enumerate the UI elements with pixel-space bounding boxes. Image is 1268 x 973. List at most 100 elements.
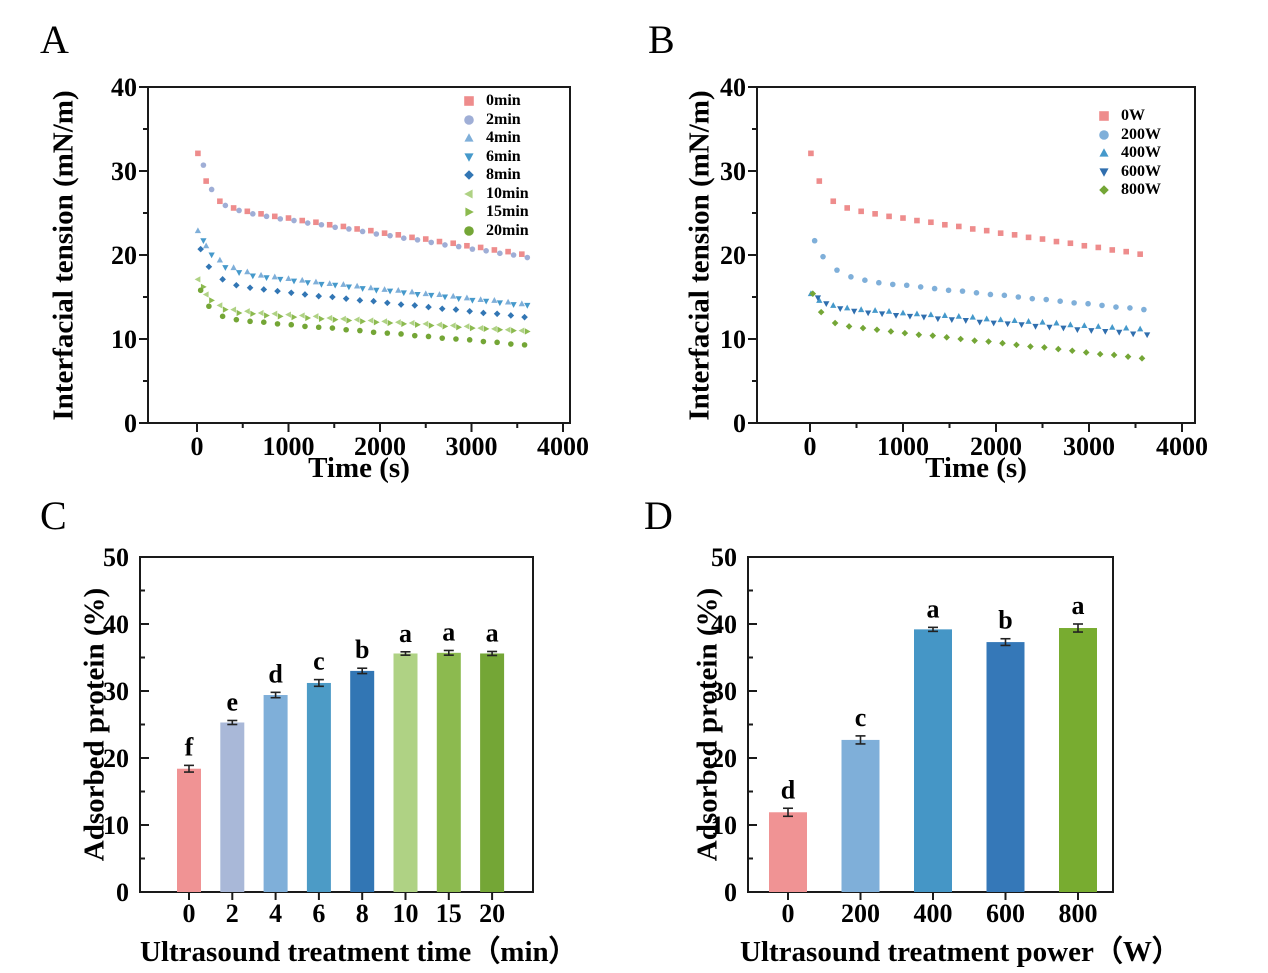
legend-item-800W: 800W	[1097, 181, 1161, 200]
significance-letter: a	[399, 619, 412, 648]
legend-item-400W: 400W	[1097, 144, 1161, 163]
y-tick-label: 20	[103, 744, 129, 773]
legend-label: 6min	[486, 147, 521, 165]
circle-icon	[464, 114, 474, 125]
panel-c-y-axis-title: Adsorbed protein (%)	[78, 587, 111, 862]
x-tick-label: 3000	[1063, 432, 1115, 461]
legend-label: 15min	[486, 203, 529, 220]
bar-10	[393, 653, 418, 892]
y-tick-label: 0	[116, 878, 129, 907]
panel-b-x-axis-title: Time (s)	[925, 452, 1027, 484]
legend-label: 400W	[1121, 144, 1161, 161]
legend-label: 8min	[486, 166, 521, 183]
circle-icon	[1099, 129, 1109, 140]
bar-2	[220, 722, 245, 892]
panel-label-b: B	[648, 17, 675, 62]
y-tick-label: 40	[111, 73, 137, 102]
triangle-up-icon	[1099, 148, 1109, 157]
legend-item-0min: 0min	[462, 92, 529, 111]
x-tick-label: 15	[436, 899, 462, 928]
x-tick-label: 0	[183, 899, 196, 928]
panel-a-plot: 0 10 20 30 40 0 1000 2000 3000 4000	[111, 73, 589, 461]
legend-item-200W: 200W	[1097, 126, 1161, 145]
x-tick-label: 1000	[877, 432, 929, 461]
diamond-icon	[1099, 185, 1109, 196]
x-tick-label: 10	[393, 899, 419, 928]
legend-label: 4min	[486, 129, 521, 146]
y-tick-label: 50	[711, 543, 737, 572]
bar-800	[1059, 628, 1097, 892]
series-10min	[194, 276, 525, 334]
series-400W	[807, 290, 1144, 332]
y-tick-label: 30	[711, 677, 737, 706]
series-2min	[200, 162, 531, 261]
bar-0	[177, 768, 201, 892]
y-tick-label: 20	[711, 744, 737, 773]
panel-d-y-axis-title: Adsorbed protein (%)	[691, 587, 724, 862]
triangle-down-icon	[464, 153, 474, 162]
y-tick-label: 10	[720, 325, 746, 354]
significance-letter: a	[927, 594, 940, 623]
bar-6	[306, 682, 331, 892]
x-tick-label: 0	[191, 432, 204, 461]
series-0min	[195, 150, 525, 257]
x-tick-label: 2000	[354, 432, 406, 461]
x-tick-label: 3000	[446, 432, 498, 461]
series-6min	[200, 238, 531, 309]
legend-item-600W: 600W	[1097, 163, 1161, 182]
legend-label: 2min	[486, 110, 521, 128]
series-0W	[808, 150, 1143, 257]
significance-letter: b	[998, 606, 1012, 635]
y-tick-label: 30	[111, 157, 137, 186]
significance-letter: b	[355, 635, 369, 664]
x-tick-label: 0	[804, 432, 817, 461]
y-tick-label: 0	[724, 878, 737, 907]
y-tick-label: 20	[111, 241, 137, 270]
legend-label: 600W	[1121, 162, 1161, 180]
bar-0	[769, 812, 807, 892]
bar-600	[986, 642, 1025, 892]
legend-label: 10min	[486, 184, 529, 202]
bar-15	[436, 652, 461, 892]
series-4min	[194, 227, 525, 307]
bar-20	[480, 653, 505, 892]
panel-label-a: A	[40, 17, 69, 62]
legend-label: 200W	[1121, 125, 1161, 143]
panel-c-plot: 0 10 20 30 40 50 0 f 2 e 4 d 6 c 8 b 10 a 15 a 20 a	[103, 543, 534, 928]
y-tick-label: 40	[103, 610, 129, 639]
x-tick-label: 2000	[970, 432, 1022, 461]
significance-letter: f	[185, 732, 194, 761]
panel-d-x-axis-title: Ultrasound treatment power（W）	[740, 936, 1181, 968]
panel-label-c: C	[40, 493, 67, 538]
y-tick-label: 10	[111, 325, 137, 354]
y-tick-label: 40	[720, 73, 746, 102]
panel-a-y-axis-title: Interfacial tension (mN/m)	[47, 90, 80, 421]
y-tick-label: 30	[103, 677, 129, 706]
triangle-down-icon	[1099, 168, 1109, 177]
series-200W	[811, 237, 1147, 313]
series-800W	[809, 290, 1146, 362]
y-tick-label: 40	[711, 610, 737, 639]
y-tick-label: 10	[103, 811, 129, 840]
series-600W	[814, 295, 1151, 339]
significance-letter: a	[486, 618, 499, 647]
legend-item-10min: 10min	[462, 185, 529, 204]
x-tick-label: 2	[226, 899, 239, 928]
bar-8	[350, 670, 375, 892]
significance-letter: d	[781, 775, 796, 804]
legend-label: 20min	[486, 221, 529, 239]
panel-d-plot: 0 10 20 30 40 50 0 d 200 c 400 a 600 b 800 a	[711, 543, 1114, 928]
square-icon	[464, 96, 474, 107]
series-8min	[197, 245, 528, 321]
legend-item-6min: 6min	[462, 148, 529, 167]
legend-label: 0min	[486, 92, 521, 109]
x-tick-label: 400	[914, 899, 953, 928]
bar-400	[914, 629, 952, 892]
bar-200	[841, 739, 880, 892]
triangle-right-icon	[465, 207, 474, 217]
panel-c-x-axis-title: Ultrasound treatment time（min）	[140, 936, 578, 968]
y-tick-label: 30	[720, 157, 746, 186]
x-tick-label: 4000	[537, 432, 589, 461]
